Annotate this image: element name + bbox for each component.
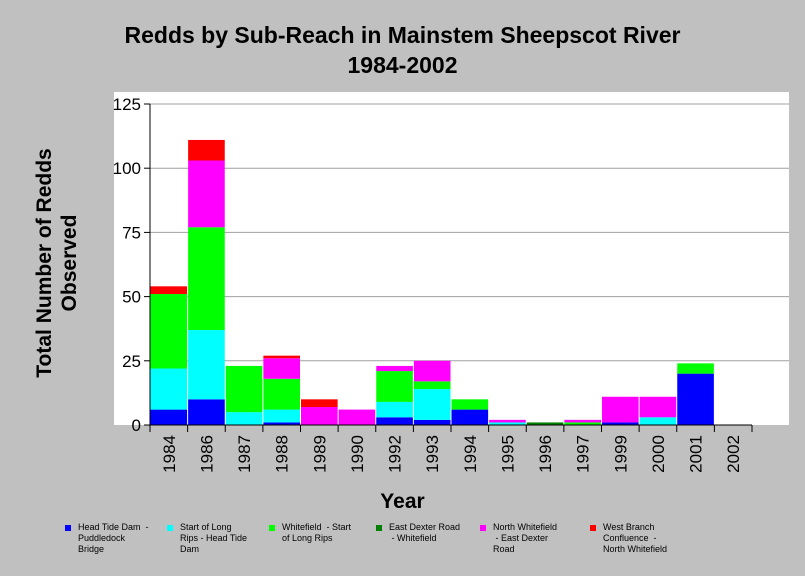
legend-label: West Branch Confluence - North Whitefiel… — [603, 522, 668, 554]
bar-segment — [188, 160, 225, 228]
bar-segment — [526, 422, 564, 425]
bar-segment — [413, 389, 451, 420]
bar-segment — [263, 422, 300, 425]
bar-segment — [564, 422, 601, 425]
bar-segment — [602, 396, 639, 423]
bar-segment — [451, 409, 489, 425]
legend-swatch — [480, 525, 486, 531]
x-tick-label: 1987 — [235, 435, 254, 473]
bar-segment — [150, 294, 188, 369]
x-tick-label: 2000 — [649, 435, 668, 473]
legend-item: East Dexter Road - Whitefield — [376, 522, 460, 544]
bar-segment — [376, 365, 413, 372]
bar-segment — [564, 419, 601, 423]
chart-title: Redds by Sub-Reach in Mainstem Sheepscot… — [124, 22, 681, 48]
bar-segment — [489, 422, 526, 425]
legend-label: North Whitefield - East Dexter Road — [493, 522, 558, 554]
bar-segment — [263, 358, 300, 379]
x-tick-label: 1984 — [160, 435, 179, 473]
legend-swatch — [167, 525, 173, 531]
bar-segment — [225, 412, 263, 425]
bar-segment — [451, 399, 489, 410]
bar-segment — [188, 139, 225, 161]
x-tick-label: 1993 — [423, 435, 442, 473]
y-tick-label: 125 — [113, 95, 141, 114]
bar-segment — [301, 407, 338, 425]
x-axis-label: Year — [380, 490, 425, 513]
bar-segment — [639, 417, 677, 425]
x-tick-label: 1992 — [386, 435, 405, 473]
legend-item: North Whitefield - East Dexter Road — [480, 522, 557, 555]
x-tick-label: 1990 — [348, 435, 367, 473]
bar-segment — [301, 399, 338, 408]
legend-label: Start of Long Rips - Head Tide Dam — [180, 522, 248, 554]
bar-segment — [376, 371, 413, 402]
legend-label: Head Tide Dam - Puddledock Bridge — [78, 522, 149, 554]
x-tick-label: 2002 — [724, 435, 743, 473]
bar-segment — [639, 396, 677, 418]
bar-segment — [677, 373, 714, 425]
bar-segment — [338, 409, 376, 425]
bar-segment — [263, 409, 300, 423]
bar-segment — [263, 355, 300, 359]
y-tick-label: 100 — [113, 159, 141, 178]
legend-item: Start of Long Rips - Head Tide Dam — [167, 522, 247, 555]
bar-segment — [188, 399, 225, 425]
chart-subtitle: 1984-2002 — [347, 52, 458, 78]
bar-segment — [413, 419, 451, 425]
legend-swatch — [590, 525, 596, 531]
legend-swatch — [376, 525, 382, 531]
legend-swatch — [65, 525, 71, 531]
bar-segment — [150, 409, 188, 425]
legend-label: Whitefield - Start of Long Rips — [282, 522, 352, 543]
bar-segment — [188, 329, 225, 400]
y-tick-label: 75 — [122, 223, 141, 242]
x-tick-label: 1989 — [310, 435, 329, 473]
x-tick-label: 2001 — [687, 435, 706, 473]
legend-swatch — [269, 525, 275, 531]
bar-segment — [150, 286, 188, 295]
x-tick-label: 1986 — [197, 435, 216, 473]
bar-segment — [489, 419, 526, 423]
bar-segment — [677, 363, 714, 374]
x-tick-label: 1999 — [611, 435, 630, 473]
legend-item: West Branch Confluence - North Whitefiel… — [590, 522, 667, 555]
x-tick-label: 1994 — [461, 435, 480, 473]
bar-segment — [602, 422, 639, 425]
legend-item: Whitefield - Start of Long Rips — [269, 522, 351, 544]
bar-segment — [188, 227, 225, 330]
x-tick-label: 1988 — [273, 435, 292, 473]
bar-segment — [413, 381, 451, 390]
y-tick-label: 50 — [122, 288, 141, 307]
bar-segment — [225, 365, 263, 413]
y-tick-label: 0 — [132, 416, 141, 435]
legend-item: Head Tide Dam - Puddledock Bridge — [65, 522, 149, 555]
bar-segment — [263, 378, 300, 410]
x-tick-label: 1997 — [574, 435, 593, 473]
y-tick-label: 25 — [122, 352, 141, 371]
bar-segment — [376, 401, 413, 418]
x-tick-label: 1995 — [498, 435, 517, 473]
legend-label: East Dexter Road - Whitefield — [389, 522, 461, 543]
bar-segment — [150, 368, 188, 410]
bar-segment — [376, 417, 413, 425]
x-tick-label: 1996 — [536, 435, 555, 473]
bar-segment — [413, 360, 451, 382]
